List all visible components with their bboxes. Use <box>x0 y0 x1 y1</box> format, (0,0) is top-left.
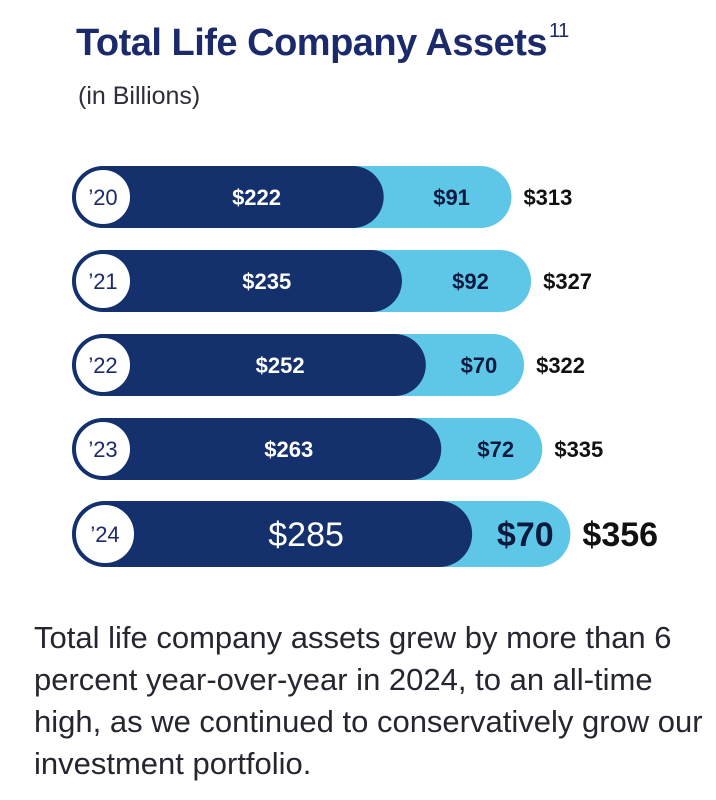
dark-value-label: $252 <box>256 353 305 378</box>
year-circle <box>74 252 132 310</box>
light-value-label: $92 <box>452 269 489 294</box>
year-label: ’24 <box>90 522 119 547</box>
light-value-label: $72 <box>477 437 514 462</box>
bar-segment-dark <box>72 418 442 480</box>
dark-value-label: $235 <box>242 269 291 294</box>
total-label: $356 <box>582 516 658 554</box>
total-label: $322 <box>536 353 585 378</box>
light-value-label: $70 <box>497 516 554 554</box>
stacked-bar-chart: ’20 $222 $91 $313 ’21 $235 $92 $327 ’22 $252 $70 $3… <box>72 166 658 567</box>
title-footnote: 11 <box>549 20 569 43</box>
total-label: $313 <box>523 185 572 210</box>
dark-value-label: $222 <box>232 185 281 210</box>
year-label: ’23 <box>88 437 117 462</box>
bar-segment-dark <box>72 166 384 228</box>
total-label: $335 <box>554 437 603 462</box>
light-value-label: $91 <box>433 185 470 210</box>
year-label: ’21 <box>88 269 117 294</box>
chart-caption: Total life company assets grew by more t… <box>34 620 703 781</box>
year-circle <box>74 420 132 478</box>
dark-value-label: $285 <box>268 516 344 554</box>
bar-segment-dark <box>72 250 402 312</box>
light-value-label: $70 <box>461 353 498 378</box>
year-circle <box>74 336 132 394</box>
year-circle <box>74 168 132 226</box>
bar-segment-dark <box>72 334 426 396</box>
year-label: ’22 <box>88 353 117 378</box>
dark-value-label: $263 <box>264 437 313 462</box>
total-label: $327 <box>543 269 592 294</box>
year-label: ’20 <box>88 185 117 210</box>
bar-segment-dark <box>72 501 473 567</box>
year-circle <box>74 503 136 565</box>
chart-title: Total Life Company Assets 11 <box>76 20 569 64</box>
chart-subtitle: (in Billions) <box>78 82 201 110</box>
